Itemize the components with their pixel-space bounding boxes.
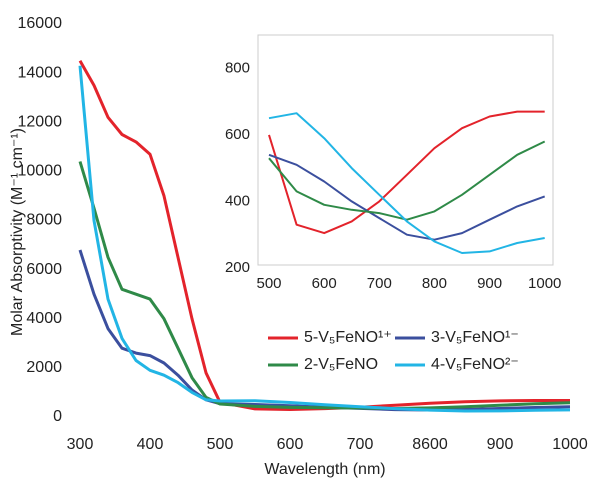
y-tick-label: 400 xyxy=(225,192,250,209)
y-tick-label: 800 xyxy=(225,59,250,76)
x-tick-label: 500 xyxy=(207,436,234,453)
legend-label: 3-V₅FeNO¹⁻ xyxy=(431,329,519,346)
series-line xyxy=(268,110,545,235)
series-line xyxy=(268,153,546,241)
y-tick-label: 10000 xyxy=(18,163,63,180)
y-tick-label: 8000 xyxy=(26,212,62,229)
x-axis-label: Wavelength (nm) xyxy=(264,461,385,478)
x-tick-label: 900 xyxy=(477,275,502,292)
x-tick-label: 8600 xyxy=(412,436,448,453)
x-tick-label: 1000 xyxy=(552,436,588,453)
series-line xyxy=(78,161,571,410)
inset: 500 600 700 800 900 1000 200 400 600 800 xyxy=(225,59,561,292)
x-tick-label: 300 xyxy=(67,436,94,453)
y-tick-label: 16000 xyxy=(18,15,63,32)
y-tick-label: 600 xyxy=(225,126,250,143)
x-tick-label: 600 xyxy=(312,275,337,292)
series-line xyxy=(268,140,546,221)
x-tick-label: 800 xyxy=(422,275,447,292)
legend-label: 2-V₅FeNO xyxy=(304,356,378,373)
x-tick-label: 500 xyxy=(257,275,282,292)
y-tick-label: 200 xyxy=(225,259,250,276)
y-tick-label: 4000 xyxy=(26,310,62,327)
y-tick-label: 0 xyxy=(53,408,62,425)
y-axis-label: Molar Absorptivity (M⁻¹ cm⁻¹) xyxy=(9,128,26,336)
x-tick-label: 900 xyxy=(487,436,514,453)
x-tick-label: 1000 xyxy=(528,275,561,292)
x-tick-label: 700 xyxy=(347,436,374,453)
y-tick-label: 12000 xyxy=(18,113,63,130)
series-line xyxy=(268,112,545,254)
main-plot: 300 400 500 600 700 8600 900 100002000400060008… xyxy=(18,15,588,453)
x-tick-label: 700 xyxy=(367,275,392,292)
y-tick-label: 14000 xyxy=(18,64,63,81)
y-tick-label: 2000 xyxy=(26,359,62,376)
legend-label: 4-V₅FeNO²⁻ xyxy=(431,356,519,373)
inset-frame xyxy=(257,34,554,266)
series-line xyxy=(78,65,571,413)
x-tick-label: 600 xyxy=(277,436,304,453)
y-tick-label: 6000 xyxy=(26,261,62,278)
x-tick-label: 400 xyxy=(137,436,164,453)
legend-label: 5-V₅FeNO¹⁺ xyxy=(304,329,392,346)
